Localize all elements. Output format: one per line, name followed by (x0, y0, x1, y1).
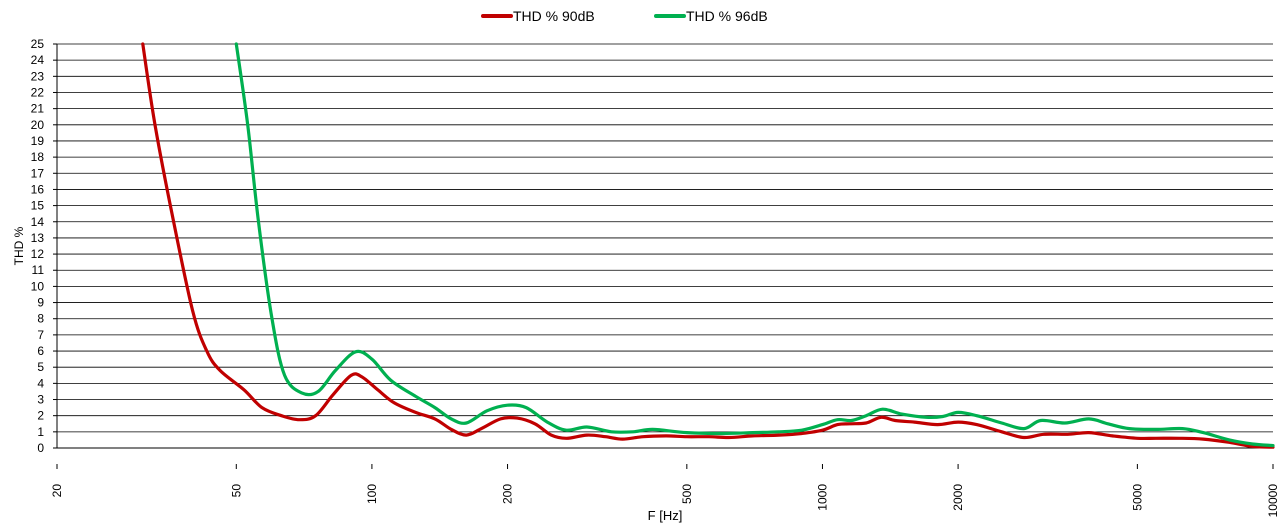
y-tick-label: 8 (37, 312, 44, 326)
y-tick-label: 18 (31, 150, 45, 164)
x-tick-label: 50 (229, 484, 243, 498)
y-tick-label: 6 (37, 344, 44, 358)
y-tick-label: 12 (31, 247, 45, 261)
y-tick-label: 24 (31, 53, 45, 67)
x-tick-label: 2000 (951, 484, 965, 511)
x-tick-label: 20 (50, 484, 64, 498)
y-tick-label: 20 (31, 118, 45, 132)
legend-label: THD % 90dB (513, 8, 595, 24)
x-tick-label: 100 (365, 484, 379, 504)
y-tick-label: 13 (31, 231, 45, 245)
x-tick-label: 200 (501, 484, 515, 504)
y-tick-label: 11 (32, 263, 45, 277)
y-tick-label: 7 (37, 328, 44, 342)
y-tick-label: 22 (31, 85, 45, 99)
y-tick-label: 3 (37, 393, 44, 407)
x-tick-label: 1000 (815, 484, 829, 511)
y-tick-label: 19 (31, 134, 45, 148)
series-line-96db (234, 42, 1275, 448)
y-tick-label: 9 (37, 296, 44, 310)
y-tick-label: 17 (31, 166, 45, 180)
y-axis-label: THD % (12, 226, 26, 265)
y-tick-label: 25 (31, 37, 45, 51)
x-tick-label: 10000 (1266, 484, 1280, 518)
y-tick-label: 23 (31, 69, 45, 83)
y-tick-label: 5 (37, 360, 44, 374)
series-line-90db (141, 42, 1275, 449)
series-lines (141, 42, 1275, 449)
x-axis-label: F [Hz] (648, 508, 683, 523)
y-tick-label: 2 (37, 409, 44, 423)
y-tick-label: 15 (31, 199, 45, 213)
grid-lines (57, 43, 1273, 433)
legend: THD % 90dB THD % 96dB (481, 8, 768, 24)
y-tick-label: 4 (37, 376, 44, 390)
x-axis-ticks: 20 50 100 200 500 1000 2000 5000 10000 (50, 464, 1280, 517)
x-tick-label: 5000 (1130, 484, 1144, 511)
y-tick-label: 21 (31, 102, 45, 116)
y-tick-label: 14 (31, 215, 45, 229)
y-tick-label: 10 (31, 279, 45, 293)
y-axis-ticks: 0123456789101112131415161718192021222324… (31, 37, 57, 455)
legend-label: THD % 96dB (686, 8, 768, 24)
y-tick-label: 16 (31, 182, 45, 196)
x-tick-label: 500 (680, 484, 694, 504)
y-tick-label: 0 (37, 441, 44, 455)
y-tick-label: 1 (37, 425, 44, 439)
